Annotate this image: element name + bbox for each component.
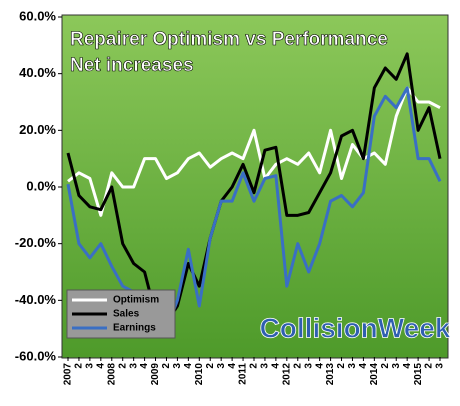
x-tick-label: 4 [271,363,282,369]
x-tick-label: 4 [358,363,369,369]
x-tick-label: 3 [303,363,314,369]
x-tick-label: 2009 [150,363,161,386]
x-tick-label: 2 [424,363,435,369]
legend-label: Sales [113,309,140,320]
x-tick-label: 2 [249,363,260,369]
legend-label: Earnings [113,323,156,334]
y-tick-label: -20.0% [15,235,57,250]
x-tick-label: 4 [227,363,238,369]
y-tick-label: -40.0% [15,292,57,307]
y-tick-label: 20.0% [19,122,56,137]
x-tick-label: 3 [391,363,402,369]
x-tick-label: 4 [95,363,106,369]
x-tick-label: 3 [85,363,96,369]
x-tick-label: 2007 [63,363,74,386]
x-tick-label: 2 [161,363,172,369]
x-tick-label: 2012 [281,363,292,386]
x-tick-label: 2015 [413,363,424,386]
x-tick-label: 4 [139,363,150,369]
x-tick-label: 3 [216,363,227,369]
y-tick-label: 60.0% [19,8,56,23]
y-tick-label: -60.0% [15,348,57,363]
x-tick-label: 3 [435,363,446,369]
chart-subtitle: Net increases [70,55,194,76]
x-tick-label: 2010 [194,363,205,386]
x-tick-label: 2011 [238,363,249,385]
y-tick-label: 40.0% [19,65,56,80]
x-tick-label: 2 [74,363,85,369]
x-tick-label: 2013 [325,363,336,386]
watermark: CollisionWeek [260,312,451,343]
x-tick-label: 4 [402,363,413,369]
x-tick-label: 2014 [369,363,380,386]
x-tick-label: 2 [292,363,303,369]
x-tick-label: 3 [260,363,271,369]
x-tick-label: 2 [205,363,216,369]
x-tick-label: 2008 [106,363,117,386]
x-tick-label: 4 [314,363,325,369]
line-series [66,52,442,325]
x-tick-label: 3 [128,363,139,369]
x-tick-label: 2 [117,363,128,369]
x-tick-label: 4 [183,363,194,369]
x-tick-label: 3 [347,363,358,369]
legend-label: Optimism [113,295,159,306]
x-tick-label: 3 [172,363,183,369]
x-tick-label: 2 [380,363,391,369]
y-tick-label: 0.0% [26,178,56,193]
line-series [67,86,441,217]
x-tick-label: 2 [336,363,347,369]
chart-title: Repairer Optimism vs Performance [70,29,388,50]
